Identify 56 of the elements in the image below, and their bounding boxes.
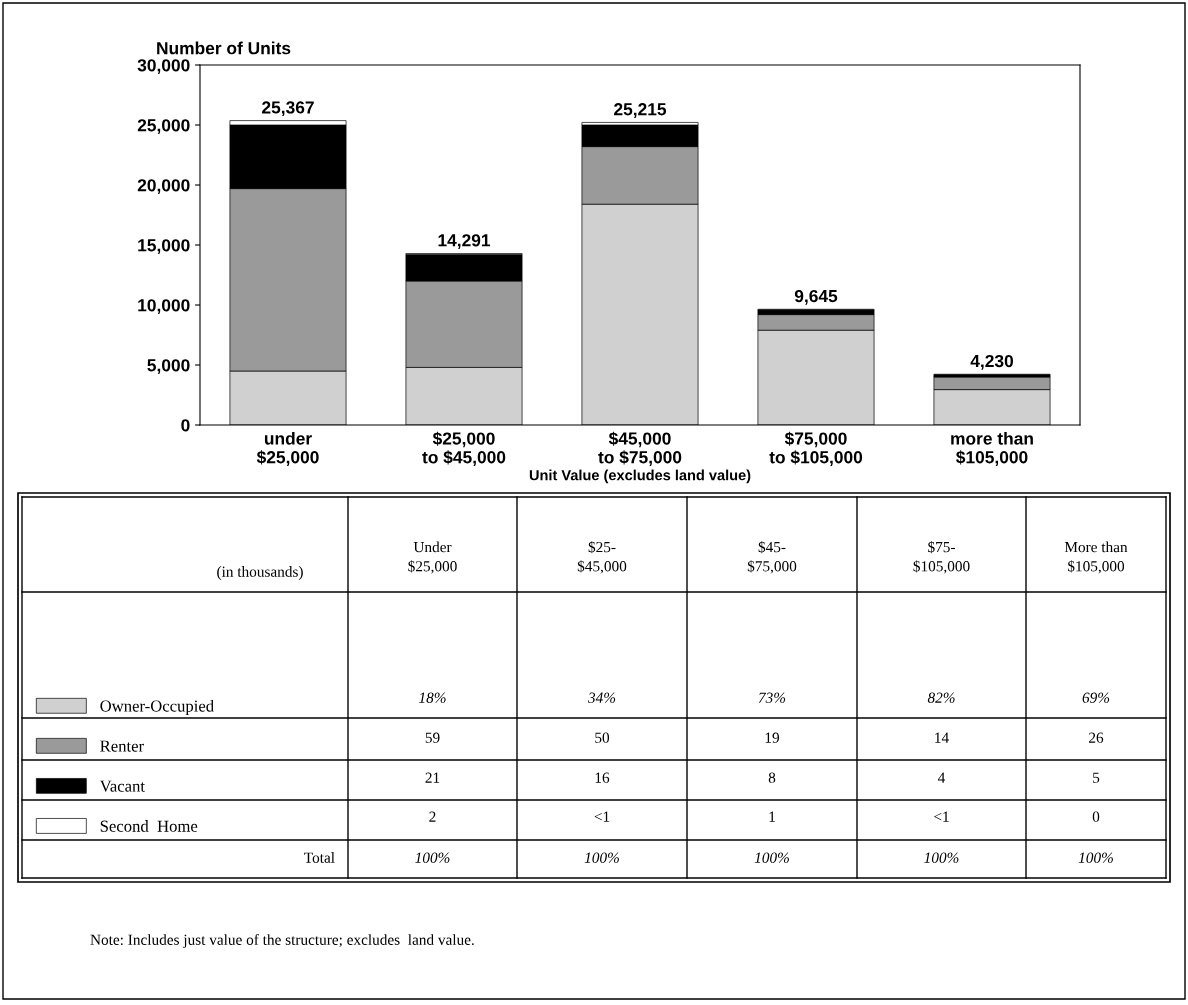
text: 100% bbox=[1078, 852, 1113, 863]
x-tick-label: $25,000 to $45,000 bbox=[422, 431, 506, 466]
text: 73% bbox=[758, 692, 786, 703]
text: 5 bbox=[1093, 772, 1100, 783]
text: Total bbox=[304, 852, 335, 863]
total-label: 25,367 bbox=[262, 101, 314, 117]
x-axis-title: Unit Value (excludes land value) bbox=[529, 469, 751, 484]
text: $75- $105,000 bbox=[913, 541, 970, 574]
legend-label: Second Home bbox=[100, 820, 198, 832]
text: 0 bbox=[1092, 811, 1100, 822]
total-label: 4,230 bbox=[970, 354, 1014, 370]
legend-label: Vacant bbox=[99, 780, 145, 792]
legend-label: Owner-Occupied bbox=[100, 699, 214, 716]
total-label: 25,215 bbox=[614, 103, 667, 118]
total-label: 14,291 bbox=[438, 234, 491, 249]
text: 14 bbox=[935, 732, 949, 743]
text: $45- $75,000 bbox=[747, 541, 797, 574]
y-tick-label: 10,000 bbox=[138, 299, 190, 314]
text: 100% bbox=[584, 852, 619, 863]
y-tick-label: 30,000 bbox=[137, 59, 190, 74]
x-tick-label: under $25,000 bbox=[256, 431, 319, 466]
text: 8 bbox=[768, 772, 776, 783]
text: Note: Includes just value of the structure; excludes land value. bbox=[90, 933, 474, 949]
x-tick-label: $45,000 to $75,000 bbox=[598, 431, 682, 466]
y-tick-label: 20,000 bbox=[137, 179, 190, 194]
text: 18% bbox=[419, 692, 446, 703]
text: 16 bbox=[595, 772, 610, 783]
text: 34% bbox=[587, 692, 616, 703]
y-tick-label: 0 bbox=[181, 419, 190, 432]
text: <1 bbox=[934, 811, 949, 822]
legend-label: Renter bbox=[100, 740, 144, 752]
text: 21 bbox=[425, 772, 440, 783]
text: 19 bbox=[765, 732, 780, 743]
text: 59 bbox=[425, 732, 440, 743]
y-tick-label: 5,000 bbox=[147, 359, 190, 374]
text: 100% bbox=[415, 852, 450, 863]
text: 100% bbox=[924, 852, 959, 863]
text: 69% bbox=[1082, 692, 1110, 703]
text: (in thousands) bbox=[217, 566, 303, 580]
text: 50 bbox=[595, 732, 610, 743]
x-tick-label: $75,000 to $105,000 bbox=[769, 431, 863, 466]
total-label: 9,645 bbox=[794, 289, 838, 305]
text: <1 bbox=[594, 811, 610, 822]
text: 2 bbox=[429, 811, 436, 822]
text: 82% bbox=[927, 692, 955, 703]
y-tick-label: 15,000 bbox=[138, 239, 190, 254]
text: Under $25,000 bbox=[408, 541, 457, 574]
text: 26 bbox=[1089, 732, 1104, 743]
text: 4 bbox=[937, 772, 946, 783]
text: More than $105,000 bbox=[1064, 541, 1128, 574]
y-tick-label: 25,000 bbox=[137, 119, 190, 134]
text: 100% bbox=[754, 852, 789, 863]
text: $25- $45,000 bbox=[577, 541, 627, 574]
text: 1 bbox=[769, 811, 775, 822]
x-tick-label: more than $105,000 bbox=[951, 431, 1033, 466]
y-axis-title: Number of Units bbox=[157, 41, 291, 55]
